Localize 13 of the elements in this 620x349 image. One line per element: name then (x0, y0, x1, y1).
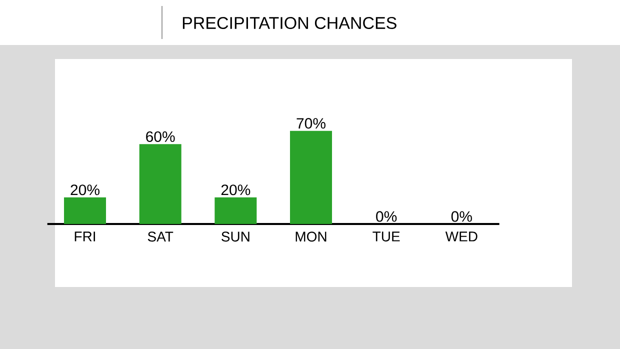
data-label: 20% (70, 184, 100, 196)
data-label: 70% (296, 118, 326, 129)
data-label: 0% (451, 211, 472, 222)
chart-title: PRECIPITATION CHANCES (182, 16, 396, 30)
x-tick-label: MON (296, 232, 326, 242)
x-tick-label: FRI (74, 232, 95, 242)
x-tick-label: TUE (372, 232, 400, 242)
x-tick-label: SAT (148, 232, 174, 242)
data-label: 60% (146, 131, 175, 142)
data-label: 0% (376, 211, 397, 222)
x-tick-label: SUN (222, 232, 250, 242)
data-label: 20% (221, 184, 250, 196)
x-tick-label: WED (445, 232, 478, 242)
